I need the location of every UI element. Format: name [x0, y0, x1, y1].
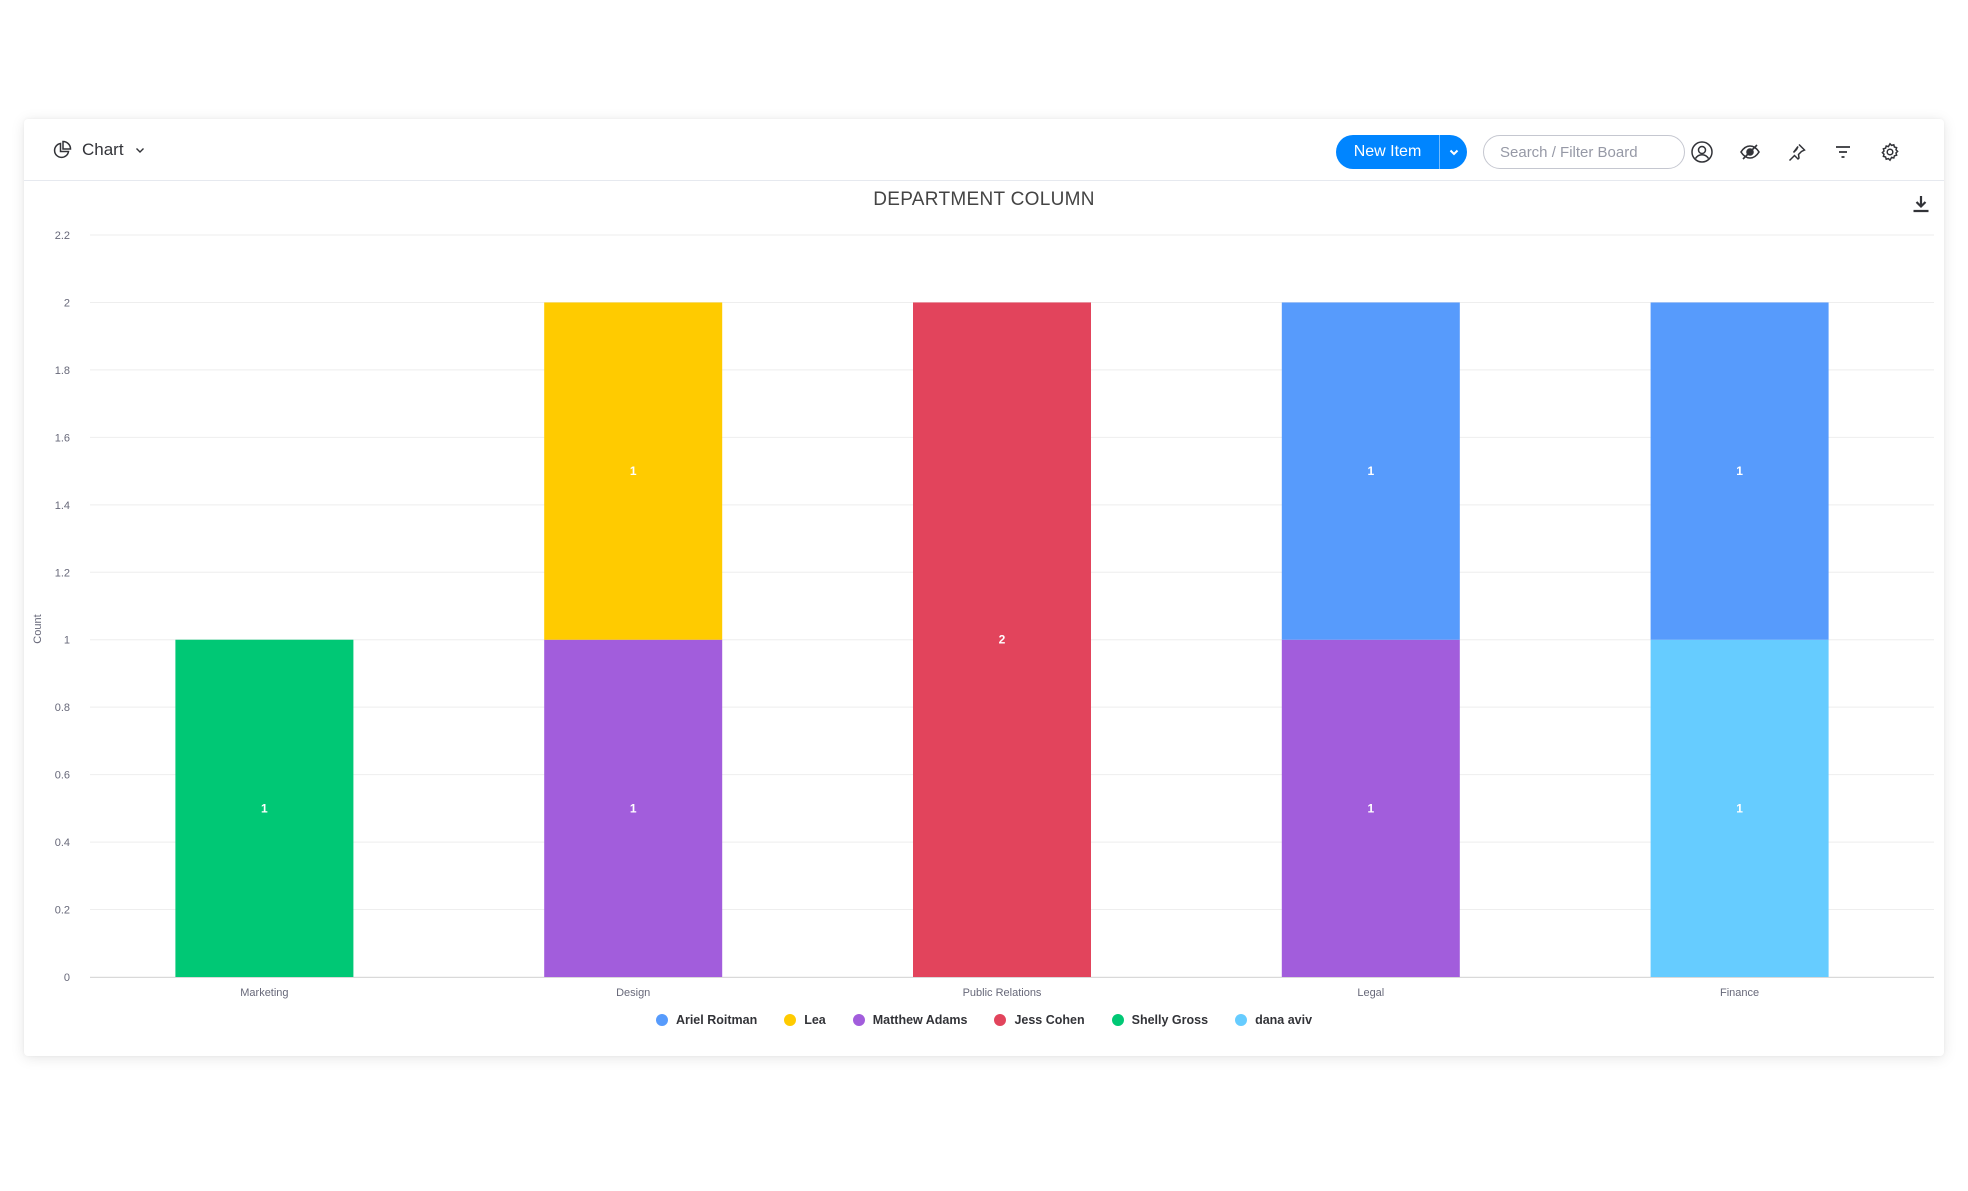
x-tick-label: Finance — [1720, 987, 1759, 999]
legend-item[interactable]: Jess Cohen — [994, 1013, 1085, 1027]
x-tick-label: Legal — [1357, 987, 1384, 999]
bar-segment — [1650, 302, 1829, 640]
hide-columns-button[interactable] — [1737, 139, 1763, 165]
bar-segment — [1650, 639, 1829, 977]
legend-color-dot — [852, 1014, 865, 1026]
eye-hide-icon — [1740, 144, 1760, 160]
bar-data-label: 1 — [261, 801, 268, 815]
bar-segment — [1281, 639, 1460, 977]
legend-color-dot — [784, 1014, 797, 1026]
view-label: Chart — [82, 140, 124, 159]
bar-data-label: 1 — [630, 464, 637, 478]
gear-icon — [1881, 142, 1899, 162]
y-tick-label: 1.8 — [55, 365, 70, 377]
legend-item[interactable]: dana aviv — [1235, 1013, 1312, 1027]
bar-segment — [175, 639, 354, 977]
y-tick-label: 2.2 — [55, 230, 70, 242]
new-item-button-group: New Item — [1336, 135, 1467, 169]
search-filter-input[interactable] — [1483, 135, 1685, 169]
bar-data-label: 1 — [630, 801, 637, 815]
pin-icon — [1788, 143, 1806, 162]
y-tick-label: 1.2 — [55, 567, 70, 579]
legend-label: dana aviv — [1255, 1013, 1313, 1027]
bar-data-label: 1 — [1736, 464, 1743, 478]
bar-segment — [544, 302, 723, 640]
legend-color-dot — [994, 1014, 1007, 1026]
legend-label: Lea — [804, 1013, 826, 1027]
bar-data-label: 1 — [1367, 801, 1374, 815]
download-button[interactable] — [1908, 191, 1934, 217]
y-tick-label: 1.4 — [55, 500, 70, 512]
y-tick-label: 0 — [64, 972, 70, 984]
y-tick-label: 0.6 — [55, 770, 70, 782]
y-tick-label: 0.2 — [55, 905, 70, 917]
legend-label: Jess Cohen — [1014, 1013, 1085, 1027]
y-axis-label: Count — [32, 614, 44, 643]
chart-view-card: Chart New Item — [24, 119, 1944, 1056]
x-tick-label: Marketing — [240, 987, 288, 999]
bar-data-label: 1 — [1736, 801, 1743, 815]
board-toolbar: Chart New Item — [24, 119, 1944, 181]
download-icon — [1913, 196, 1929, 213]
y-tick-label: 0.4 — [55, 837, 70, 849]
legend-item[interactable]: Matthew Adams — [852, 1013, 968, 1027]
view-selector[interactable]: Chart — [52, 138, 146, 162]
person-filter-button[interactable] — [1689, 139, 1715, 165]
chart-legend: Ariel Roitman Lea Matthew Adams Jess Cohen S… — [24, 1013, 1944, 1027]
pie-chart-icon — [52, 140, 72, 160]
bar-segment — [544, 639, 723, 977]
x-tick-label: Public Relations — [963, 987, 1042, 999]
chevron-down-icon — [1449, 149, 1458, 156]
y-tick-label: 2 — [64, 297, 70, 309]
bar-segment — [913, 302, 1091, 977]
x-tick-label: Design — [616, 987, 650, 999]
person-icon — [1691, 141, 1713, 163]
legend-label: Ariel Roitman — [675, 1013, 758, 1027]
stacked-bar-chart: 0 0.2 0.4 0.6 0.8 1 1.2 1.4 1.6 1.8 2 2.2 Count 1 Mark… — [32, 230, 1934, 999]
y-tick-label: 0.8 — [55, 702, 70, 714]
legend-color-dot — [1235, 1014, 1248, 1026]
bar-data-label: 1 — [1367, 464, 1374, 478]
new-item-dropdown-button[interactable] — [1440, 135, 1467, 169]
filter-button[interactable] — [1830, 139, 1856, 165]
legend-item[interactable]: Lea — [784, 1013, 826, 1027]
new-item-button[interactable]: New Item — [1353, 143, 1422, 160]
new-item-divider — [1439, 135, 1440, 169]
legend-label: Shelly Gross — [1131, 1013, 1209, 1027]
chevron-down-icon — [134, 144, 146, 156]
legend-item[interactable]: Shelly Gross — [1111, 1013, 1209, 1027]
legend-label: Matthew Adams — [872, 1013, 968, 1027]
chart-title: DEPARTMENT COLUMN — [873, 189, 1095, 210]
settings-button[interactable] — [1877, 139, 1903, 165]
legend-color-dot — [655, 1014, 668, 1026]
filter-icon — [1836, 146, 1850, 158]
bar-data-label: 2 — [999, 633, 1006, 647]
legend-color-dot — [1111, 1014, 1124, 1026]
legend-item[interactable]: Ariel Roitman — [655, 1013, 758, 1027]
pin-button[interactable] — [1784, 139, 1810, 165]
y-tick-label: 1 — [64, 635, 70, 647]
y-tick-label: 1.6 — [55, 432, 70, 444]
bar-segment — [1281, 302, 1460, 640]
